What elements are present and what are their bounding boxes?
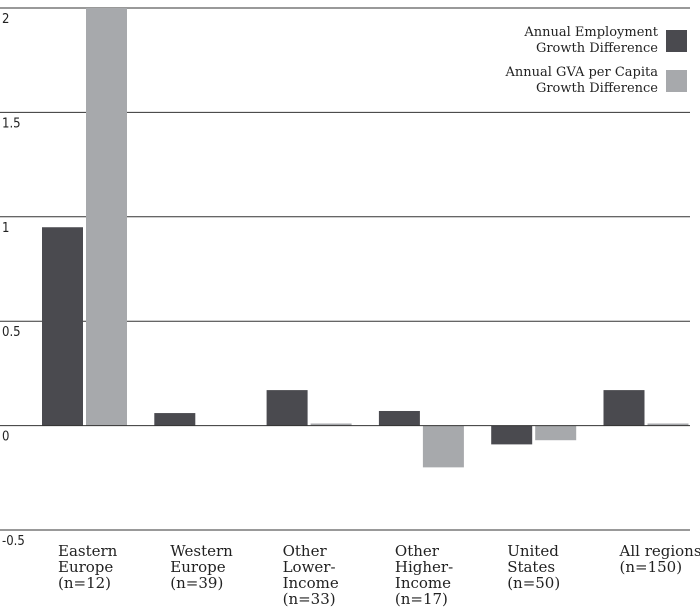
legend-label: Growth Difference [536,81,658,96]
bar-series-2-cat-3 [310,423,352,426]
bar-series-1-cat-4 [378,410,420,426]
y-axis-ticks: -0.5 0 0.5 1 1.5 2 [2,12,25,549]
legend-label: Annual Employment [523,25,658,40]
x-category-label: (n=33) [283,590,336,608]
x-category-label: Income [395,574,451,592]
x-category-label: All regions [619,542,700,560]
x-category-label: Income [283,574,339,592]
x-category-label: (n=12) [58,574,111,592]
bar-series-1-cat-2 [154,413,196,426]
x-axis-category-labels: EasternEurope(n=12)WesternEurope(n=39)Ot… [58,542,700,608]
bars [42,8,689,468]
bar-series-2-cat-1 [86,8,127,426]
x-category-label: Europe [58,558,113,576]
bar-series-2-cat-6 [647,423,689,426]
x-category-label: Other [395,542,440,560]
x-category-label: Other [283,542,328,560]
x-category-label: (n=150) [620,558,683,576]
x-category-label: (n=39) [170,574,223,592]
legend-swatch [666,30,687,52]
y-tick-label: 0 [2,430,9,445]
y-tick-label: 0.5 [2,325,21,340]
x-category-label: Europe [170,558,225,576]
x-category-label: Lower- [283,558,336,576]
legend-label: Growth Difference [536,41,658,56]
y-tick-label: 1 [2,221,9,236]
y-tick-label: -0.5 [2,534,25,549]
legend-swatch [666,70,687,92]
bar-series-2-cat-5 [535,425,577,441]
x-category-label: (n=50) [507,574,560,592]
legend-label: Annual GVA per Capita [505,65,659,80]
x-category-label: (n=17) [395,590,448,608]
x-category-label: Western [170,542,233,560]
bar-series-2-cat-4 [422,425,464,468]
y-tick-label: 2 [2,12,9,27]
x-category-label: Higher- [395,558,453,576]
bar-series-1-cat-3 [266,390,308,426]
bar-series-1-cat-5 [491,425,533,445]
y-tick-label: 1.5 [2,116,21,131]
x-category-label: Eastern [58,542,118,560]
x-category-label: States [507,558,555,576]
x-category-label: United [507,542,559,560]
bar-series-1-cat-6 [603,390,645,426]
bar-series-1-cat-1 [42,227,83,426]
